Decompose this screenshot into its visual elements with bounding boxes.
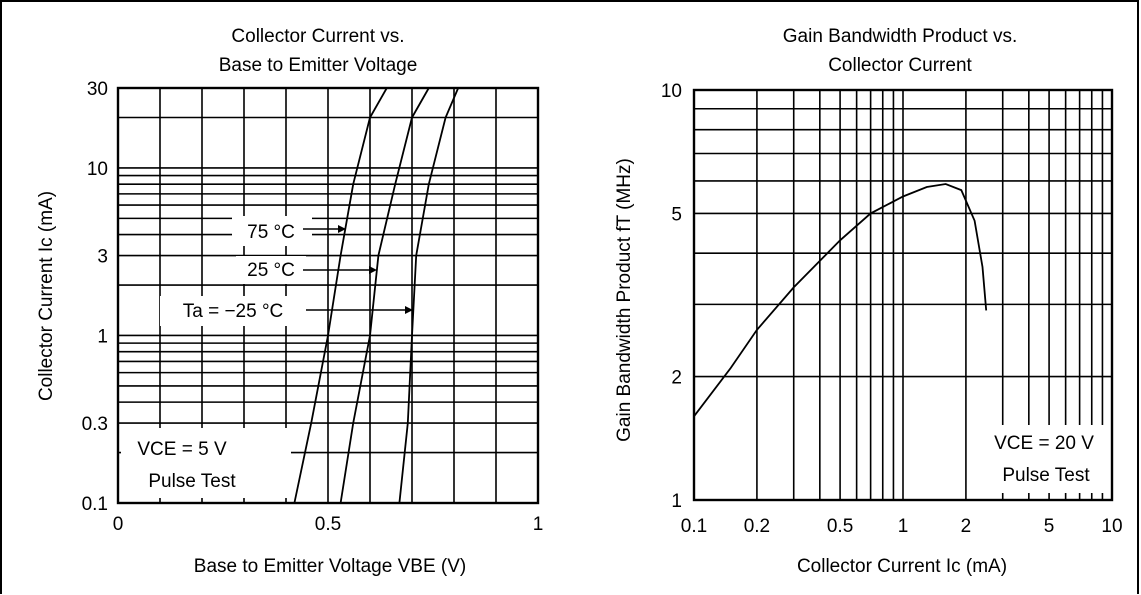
chart1-subtitle: Base to Emitter Voltage (219, 55, 418, 76)
chart2-x-axis-label: Collector Current Ic (mA) (797, 556, 1007, 577)
chart2-plot-frame (692, 88, 1114, 502)
chart1-y-tick-label: 1 (97, 326, 108, 347)
chart2-subtitle: Collector Current (828, 55, 972, 76)
chart1-x-tick-label: 0.5 (315, 514, 341, 535)
chart1-label-bg (232, 216, 312, 246)
chart2-x-tick-label: 0.1 (681, 516, 707, 537)
chart2-y-tick-label: 10 (661, 81, 682, 102)
chart1-series-label-25c: 25 °C (247, 260, 295, 281)
chart1-x-axis-label: Base to Emitter Voltage VBE (V) (194, 556, 466, 577)
chart2-y-tick-label: 2 (671, 368, 682, 389)
chart1-x-tick-label: 0 (113, 514, 124, 535)
chart1-y-tick-label: 30 (87, 79, 108, 100)
chart2-annotation-bg (980, 425, 1110, 493)
chart2-y-tick-label: 1 (671, 491, 682, 512)
chart1-grid (118, 88, 538, 503)
chart2-annotation-vce: VCE = 20 V (994, 433, 1094, 454)
chart2-x-tick-label: 0.2 (744, 516, 770, 537)
chart2-annotation-pulse: Pulse Test (1002, 465, 1090, 486)
chart1-series-label-m25c: Ta = −25 °C (183, 301, 284, 322)
chart1-y-tick-label: 0.3 (82, 414, 108, 435)
chart1-label-bg (160, 296, 308, 326)
chart1-y-tick-label: 3 (97, 247, 108, 268)
chart1-y-tick-label: 0.1 (82, 494, 108, 515)
chart1-y-tick-label: 10 (87, 159, 108, 180)
chart2-x-tick-label: 10 (1101, 516, 1122, 537)
chart2-x-tick-label: 0.5 (827, 516, 853, 537)
chart1-arrow-75c (338, 225, 346, 233)
chart1-series-1 (293, 87, 388, 504)
chart1-annotation-vce: VCE = 5 V (137, 439, 227, 460)
chart1-arrow-m25c (405, 306, 413, 314)
chart2-series-1 (693, 183, 988, 417)
chart1-x-tick-label: 1 (533, 514, 544, 535)
chart1-arrow-25c (369, 266, 377, 274)
chart2-x-tick-label: 2 (961, 516, 972, 537)
chart2-y-axis-label: Gain Bandwidth Product fT (MHz) (614, 158, 635, 442)
chart1-series-3 (398, 87, 460, 504)
chart1-title: Collector Current vs. (231, 26, 404, 47)
chart1-annotation-pulse: Pulse Test (148, 471, 236, 492)
chart1-plot-frame (116, 86, 540, 505)
chart1-y-axis-label: Collector Current Ic (mA) (36, 191, 57, 401)
chart2-title: Gain Bandwidth Product vs. (783, 26, 1017, 47)
chart1-annotation-bg (121, 428, 291, 498)
chart2-x-tick-label: 5 (1044, 516, 1055, 537)
chart1-series-label-75c: 75 °C (247, 222, 295, 243)
chart2-x-tick-label: 1 (898, 516, 909, 537)
chart2-y-tick-label: 5 (671, 204, 682, 225)
chart1-series-2 (339, 87, 430, 504)
chart1-label-bg (236, 256, 306, 284)
